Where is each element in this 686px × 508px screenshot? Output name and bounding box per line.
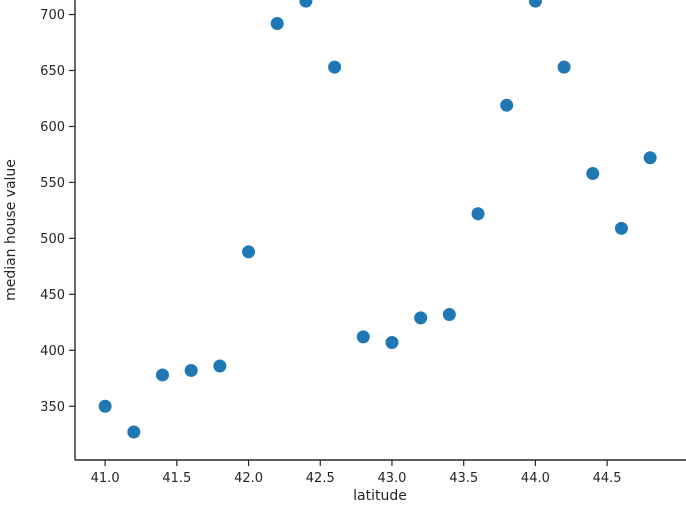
x-tick-label: 43.0 (377, 471, 406, 486)
data-point (385, 335, 399, 349)
y-tick-label: 550 (40, 176, 65, 191)
data-point (614, 221, 628, 235)
ticks-group: 41.0 41.5 42.0 42.5 43.0 43.5 44.0 44.5 350 400 45… (40, 8, 621, 486)
data-point (442, 308, 456, 322)
data-point (500, 98, 514, 112)
x-tick-label: 42.0 (234, 471, 263, 486)
y-tick-label: 400 (40, 344, 65, 359)
y-tick-label: 700 (40, 8, 65, 23)
data-point (98, 399, 112, 413)
x-tick-label: 41.5 (162, 471, 191, 486)
data-point (184, 363, 198, 377)
data-point (299, 0, 313, 8)
y-tick-label: 500 (40, 232, 65, 247)
y-tick-label: 600 (40, 120, 65, 135)
data-point (414, 311, 428, 325)
points-group (98, 0, 657, 439)
data-point (127, 425, 141, 439)
data-point (471, 207, 485, 221)
x-tick-label: 43.5 (449, 471, 478, 486)
data-point (356, 330, 370, 344)
y-tick-label: 450 (40, 288, 65, 303)
data-point (586, 166, 600, 180)
data-point (270, 17, 284, 31)
x-tick-label: 42.5 (306, 471, 335, 486)
x-axis-label: latitude (353, 488, 407, 504)
data-point (242, 245, 256, 259)
x-tick-label: 41.0 (91, 471, 120, 486)
y-tick-label: 350 (40, 400, 65, 415)
y-axis-label: median house value (3, 159, 19, 301)
x-tick-label: 44.0 (521, 471, 550, 486)
y-tick-label: 650 (40, 64, 65, 79)
data-point (643, 151, 657, 165)
data-point (528, 0, 542, 8)
data-point (213, 359, 227, 373)
data-point (557, 60, 571, 74)
x-tick-label: 44.5 (593, 471, 622, 486)
data-point (328, 60, 342, 74)
data-point (155, 368, 169, 382)
